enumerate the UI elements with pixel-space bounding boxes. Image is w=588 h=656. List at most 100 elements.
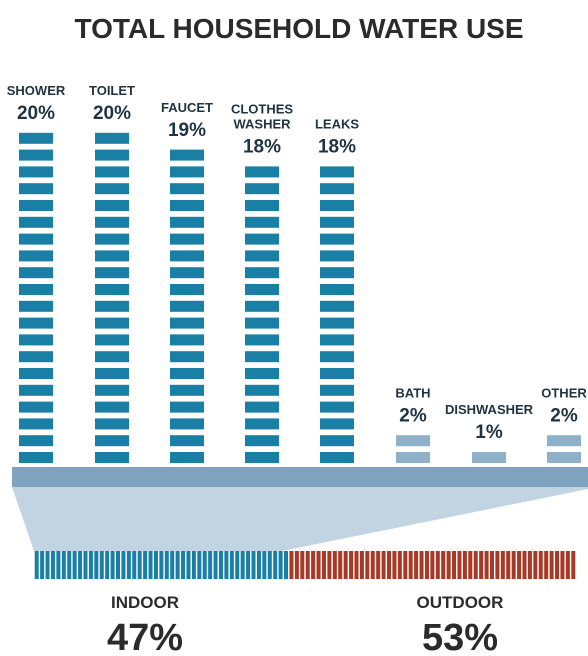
bar-segment [19, 183, 53, 195]
value-label: 2% [550, 405, 578, 426]
indoor-cell [175, 551, 180, 579]
bar-segment [320, 384, 354, 396]
bar-segment [170, 317, 204, 329]
bar-segment [95, 166, 129, 178]
outdoor-cell [522, 551, 527, 579]
bar-segment [320, 250, 354, 262]
bar-segment [19, 300, 53, 312]
outdoor-cell [549, 551, 554, 579]
outdoor-cell [359, 551, 364, 579]
bar-segment [245, 300, 279, 312]
outdoor-cell [457, 551, 462, 579]
bar-segment [95, 452, 129, 463]
indoor-cell [208, 551, 213, 579]
bar-segment [170, 233, 204, 245]
bar-segment [95, 132, 129, 144]
indoor-cell [88, 551, 93, 579]
bar-segment [170, 435, 204, 447]
indoor-cell [186, 551, 191, 579]
bar-segment [547, 452, 581, 463]
base-bar [12, 467, 588, 487]
indoor-cell [278, 551, 283, 579]
indoor-cell [213, 551, 218, 579]
bar-segment [320, 418, 354, 430]
bar-segment [19, 149, 53, 161]
bar-segment [95, 183, 129, 195]
value-label: 18% [243, 137, 281, 158]
bar-segment [19, 334, 53, 346]
category-label: CLOTHES [231, 102, 293, 117]
bar-segment [472, 452, 506, 463]
bar-segment [19, 368, 53, 379]
value-label: 1% [475, 422, 503, 443]
bar-segment [19, 401, 53, 413]
bar-segment [19, 250, 53, 262]
bar-segment [19, 317, 53, 329]
indoor-cell [197, 551, 202, 579]
outdoor-cell [300, 551, 305, 579]
outdoor-cell [289, 551, 294, 579]
bar-segment [95, 401, 129, 413]
indoor-cell [116, 551, 121, 579]
outdoor-cell [381, 551, 386, 579]
bar-segment [320, 317, 354, 329]
indoor-cell [137, 551, 142, 579]
outdoor-cell [462, 551, 467, 579]
outdoor-cell [311, 551, 316, 579]
outdoor-cell [321, 551, 326, 579]
indoor-cell [148, 551, 153, 579]
chart-title: TOTAL HOUSEHOLD WATER USE [74, 13, 523, 44]
outdoor-cell [452, 551, 457, 579]
bar-segment [170, 216, 204, 228]
bar-segment [19, 216, 53, 228]
bar-segment [320, 200, 354, 211]
outdoor-cell [495, 551, 500, 579]
bar-segment [245, 284, 279, 295]
outdoor-cell [305, 551, 310, 579]
bar-segment [95, 300, 129, 312]
bar-segment [170, 300, 204, 312]
bar-segment [245, 267, 279, 279]
outdoor-cell [511, 551, 516, 579]
outdoor-cell [479, 551, 484, 579]
indoor-cell [159, 551, 164, 579]
value-label: 18% [318, 137, 356, 158]
bar-segment [320, 284, 354, 295]
bar-segment [95, 384, 129, 396]
outdoor-cell [332, 551, 337, 579]
outdoor-cell [387, 551, 392, 579]
bar-segment [245, 435, 279, 447]
outdoor-cell [424, 551, 429, 579]
indoor-cell [267, 551, 272, 579]
bar-segment [547, 435, 581, 447]
bar-segment [170, 267, 204, 279]
bar-segment [245, 216, 279, 228]
category-label: DISHWASHER [445, 402, 534, 417]
outdoor-cell [430, 551, 435, 579]
bar-segment [170, 452, 204, 463]
bar-segment [320, 183, 354, 195]
outdoor-cell [506, 551, 511, 579]
indoor-cell [284, 551, 289, 579]
indoor-cell [72, 551, 77, 579]
bar-segment [320, 435, 354, 447]
bar-other [547, 435, 581, 463]
category-label: OTHER [541, 385, 587, 400]
bar-segment [170, 351, 204, 363]
bar-segment [396, 435, 430, 447]
bar-segment [95, 317, 129, 329]
indoor-cell [132, 551, 137, 579]
bar-segment [95, 284, 129, 295]
labels-group: 20% SHOWER 20% TOILET 19% FAUCET 18% CLOTHESWAS… [7, 83, 588, 443]
outdoor-cell [544, 551, 549, 579]
bar-segment [19, 384, 53, 396]
bar-segment [19, 200, 53, 211]
indoor-cell [181, 551, 186, 579]
outdoor-cell [565, 551, 570, 579]
indoor-label: INDOOR [111, 593, 179, 612]
bar-segment [170, 149, 204, 161]
bar-segment [19, 351, 53, 363]
indoor-cell [67, 551, 72, 579]
indoor-cell [121, 551, 126, 579]
indoor-cell [273, 551, 278, 579]
